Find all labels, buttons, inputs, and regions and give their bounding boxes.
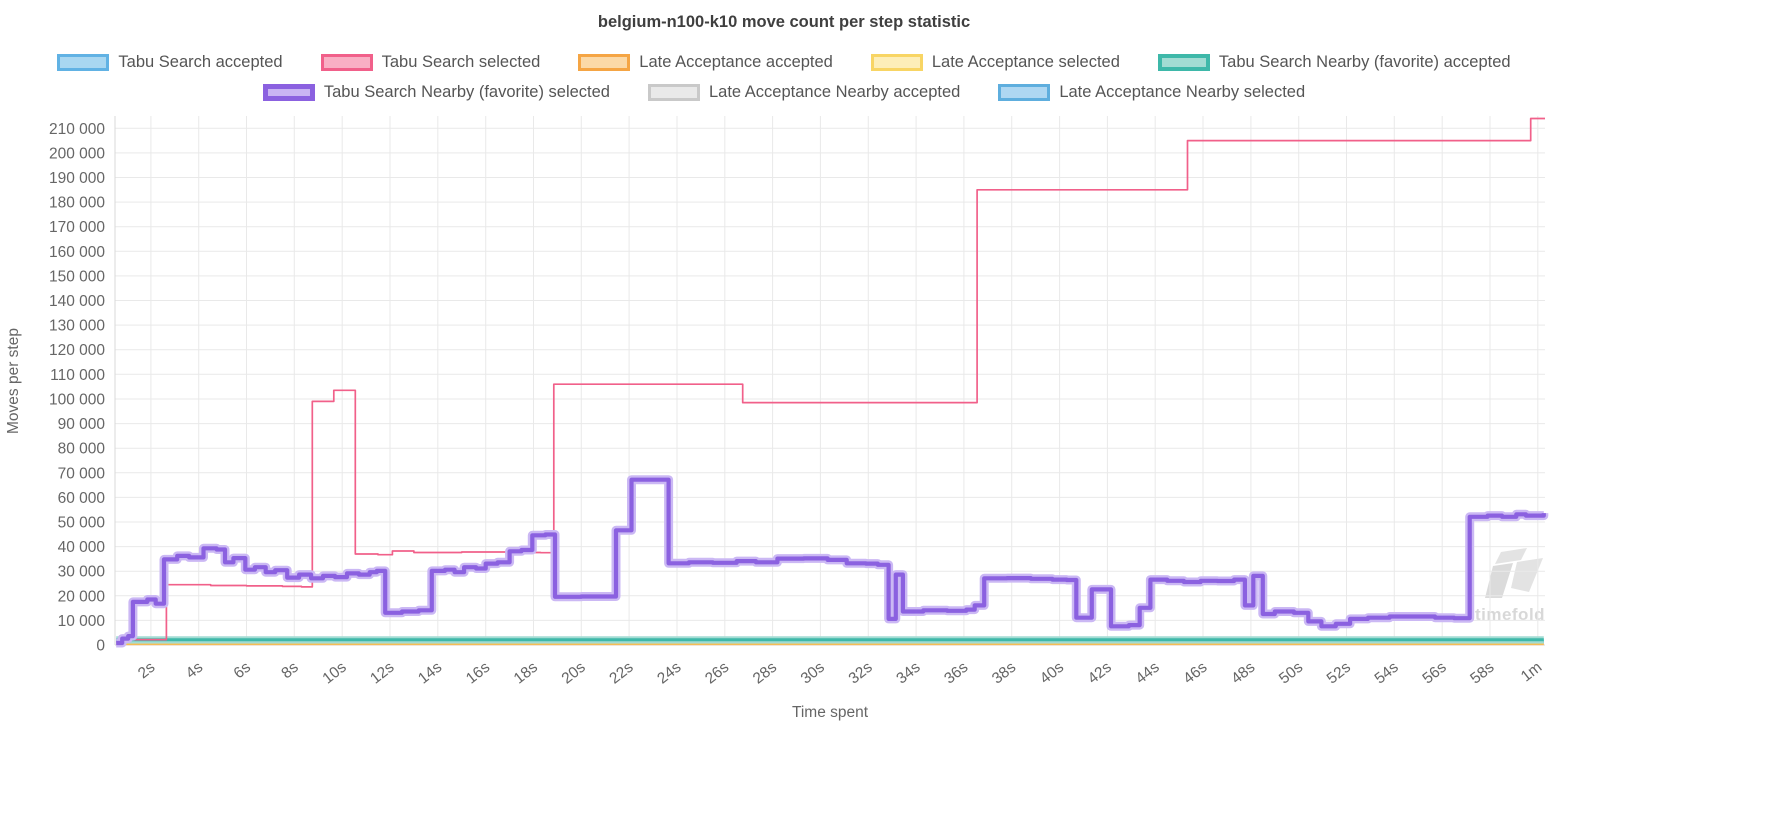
x-tick-label: 44s (1132, 659, 1162, 688)
x-tick-label: 54s (1372, 659, 1402, 688)
y-tick-label: 170 000 (49, 219, 105, 236)
legend-label: Tabu Search Nearby (favorite) accepted (1218, 53, 1511, 71)
x-tick-label: 8s (278, 659, 302, 683)
legend-swatch-icon (57, 54, 110, 71)
x-tick-label: 16s (463, 659, 493, 688)
legend-label: Late Acceptance Nearby selected (1059, 83, 1306, 101)
y-tick-label: 200 000 (49, 145, 105, 162)
x-tick-label: 48s (1228, 659, 1258, 688)
y-tick-label: 40 000 (58, 539, 106, 556)
legend-row: Tabu Search accepted Tabu Search selected… (57, 53, 1511, 72)
legend-item-late-acceptance-accepted[interactable]: Late Acceptance accepted (578, 53, 833, 72)
legend-swatch-icon (578, 54, 631, 71)
legend-swatch-icon (870, 54, 923, 71)
legend-label: Late Acceptance Nearby accepted (708, 83, 961, 101)
legend-label: Tabu Search Nearby (favorite) selected (323, 83, 610, 101)
y-tick-label: 120 000 (49, 342, 105, 359)
x-tick-label: 20s (559, 659, 589, 688)
x-tick-label: 30s (798, 659, 828, 688)
y-tick-label: 140 000 (49, 293, 105, 310)
x-tick-label: 36s (941, 659, 971, 688)
x-tick-label: 18s (511, 659, 541, 688)
y-tick-label: 100 000 (49, 392, 105, 409)
y-tick-label: 180 000 (49, 195, 105, 212)
x-axis-title: Time spent (792, 704, 869, 721)
x-tick-label: 52s (1324, 659, 1354, 688)
x-tick-label: 24s (654, 659, 684, 688)
legend-label: Late Acceptance selected (931, 53, 1120, 71)
x-tick-label: 6s (231, 659, 255, 683)
y-tick-label: 210 000 (49, 121, 105, 138)
y-tick-label: 190 000 (49, 170, 105, 187)
y-tick-label: 90 000 (58, 416, 106, 433)
y-tick-label: 0 (96, 638, 105, 655)
y-tick-label: 10 000 (58, 613, 106, 630)
legend-swatch-icon (1157, 54, 1210, 71)
legend-label: Tabu Search selected (381, 53, 541, 71)
x-tick-label: 34s (893, 659, 923, 688)
series-tabu-search-nearby-favorite-selected (116, 477, 1546, 646)
x-tick-label: 12s (367, 659, 397, 688)
chart-legend: Tabu Search accepted Tabu Search selected… (0, 53, 1568, 102)
chart-title: belgium-n100-k10 move count per step sta… (597, 13, 971, 31)
legend-item-late-acceptance-nearby-selected[interactable]: Late Acceptance Nearby selected (998, 83, 1305, 102)
x-tick-label: 10s (319, 659, 349, 688)
legend-swatch-icon (320, 54, 373, 71)
y-tick-label: 160 000 (49, 244, 105, 261)
y-tick-label: 150 000 (49, 268, 105, 285)
x-tick-label: 22s (606, 659, 636, 688)
chart-header: belgium-n100-k10 move count per step sta… (0, 0, 1568, 32)
legend-item-tabu-search-nearby-favorite-selected[interactable]: Tabu Search Nearby (favorite) selected (262, 83, 610, 102)
y-axis-title: Moves per step (5, 328, 22, 434)
y-tick-label: 110 000 (50, 367, 105, 384)
x-tick-label: 46s (1180, 659, 1210, 688)
x-tick-label: 1m (1518, 659, 1545, 686)
legend-swatch-icon (647, 84, 700, 101)
x-tick-label: 58s (1467, 659, 1497, 688)
legend-item-tabu-search-accepted[interactable]: Tabu Search accepted (57, 53, 283, 72)
x-tick-label: 50s (1276, 659, 1306, 688)
legend-row: Tabu Search Nearby (favorite) selected La… (262, 83, 1305, 102)
x-tick-label: 26s (702, 659, 732, 688)
x-tick-label: 42s (1085, 659, 1115, 688)
y-tick-label: 130 000 (49, 318, 105, 335)
legend-label: Late Acceptance accepted (639, 53, 833, 71)
legend-item-late-acceptance-selected[interactable]: Late Acceptance selected (870, 53, 1120, 72)
y-tick-label: 70 000 (58, 465, 106, 482)
x-tick-label: 28s (750, 659, 780, 688)
timefold-logo-icon (1485, 548, 1543, 598)
x-tick-label: 38s (989, 659, 1019, 688)
y-tick-label: 20 000 (58, 588, 106, 605)
y-tick-label: 50 000 (58, 515, 106, 532)
legend-swatch-icon (998, 84, 1051, 101)
y-tick-label: 60 000 (58, 490, 106, 507)
y-tick-label: 30 000 (58, 564, 106, 581)
legend-item-tabu-search-selected[interactable]: Tabu Search selected (320, 53, 541, 72)
x-tick-label: 56s (1419, 659, 1449, 688)
x-tick-label: 32s (846, 659, 876, 688)
legend-item-late-acceptance-nearby-accepted[interactable]: Late Acceptance Nearby accepted (647, 83, 961, 102)
x-tick-label: 14s (415, 659, 445, 688)
watermark: timefold (1472, 546, 1548, 625)
watermark-text: timefold (1474, 605, 1546, 624)
x-tick-label: 40s (1037, 659, 1067, 688)
x-tick-label: 2s (135, 659, 159, 683)
y-tick-label: 80 000 (58, 441, 106, 458)
x-tick-label: 4s (183, 659, 207, 683)
legend-item-tabu-search-nearby-favorite-accepted[interactable]: Tabu Search Nearby (favorite) accepted (1157, 53, 1511, 72)
legend-label: Tabu Search accepted (118, 53, 283, 71)
legend-swatch-icon (262, 84, 315, 101)
series-tabu-search-selected (116, 117, 1545, 643)
